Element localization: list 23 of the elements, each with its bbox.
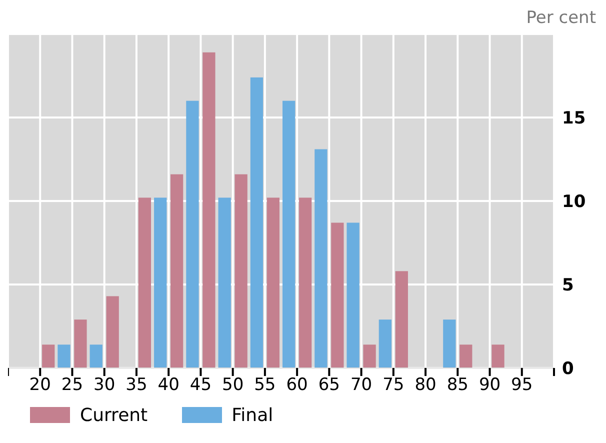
legend-label: Final — [232, 404, 274, 426]
x-tick-label: 60 — [286, 375, 308, 396]
x-tick-label: 85 — [446, 375, 468, 396]
y-tick-label: 0 — [562, 359, 574, 380]
x-tick-label: 90 — [478, 375, 501, 396]
y-axis-title: Per cent — [525, 8, 597, 30]
y-tick-label: 5 — [562, 276, 574, 296]
x-tick-label: 50 — [222, 375, 244, 396]
y-tick-label: 15 — [562, 108, 586, 129]
legend-label: Current — [80, 404, 148, 426]
y-tick-label: 10 — [562, 192, 586, 212]
x-tick-label: 70 — [350, 375, 372, 396]
x-tick-label: 35 — [126, 375, 148, 396]
x-tick-label: 25 — [61, 375, 84, 396]
x-tick-label: 45 — [190, 375, 212, 396]
x-tick-label: 75 — [382, 375, 404, 396]
x-tick-label: 40 — [158, 375, 180, 396]
x-tick-label: 65 — [318, 375, 340, 396]
x-tick-label: 80 — [414, 375, 436, 396]
x-tick-label: 30 — [94, 375, 116, 396]
x-tick-label: 20 — [29, 375, 51, 396]
x-tick-label: 95 — [511, 375, 533, 396]
x-tick-label: 55 — [254, 375, 276, 396]
